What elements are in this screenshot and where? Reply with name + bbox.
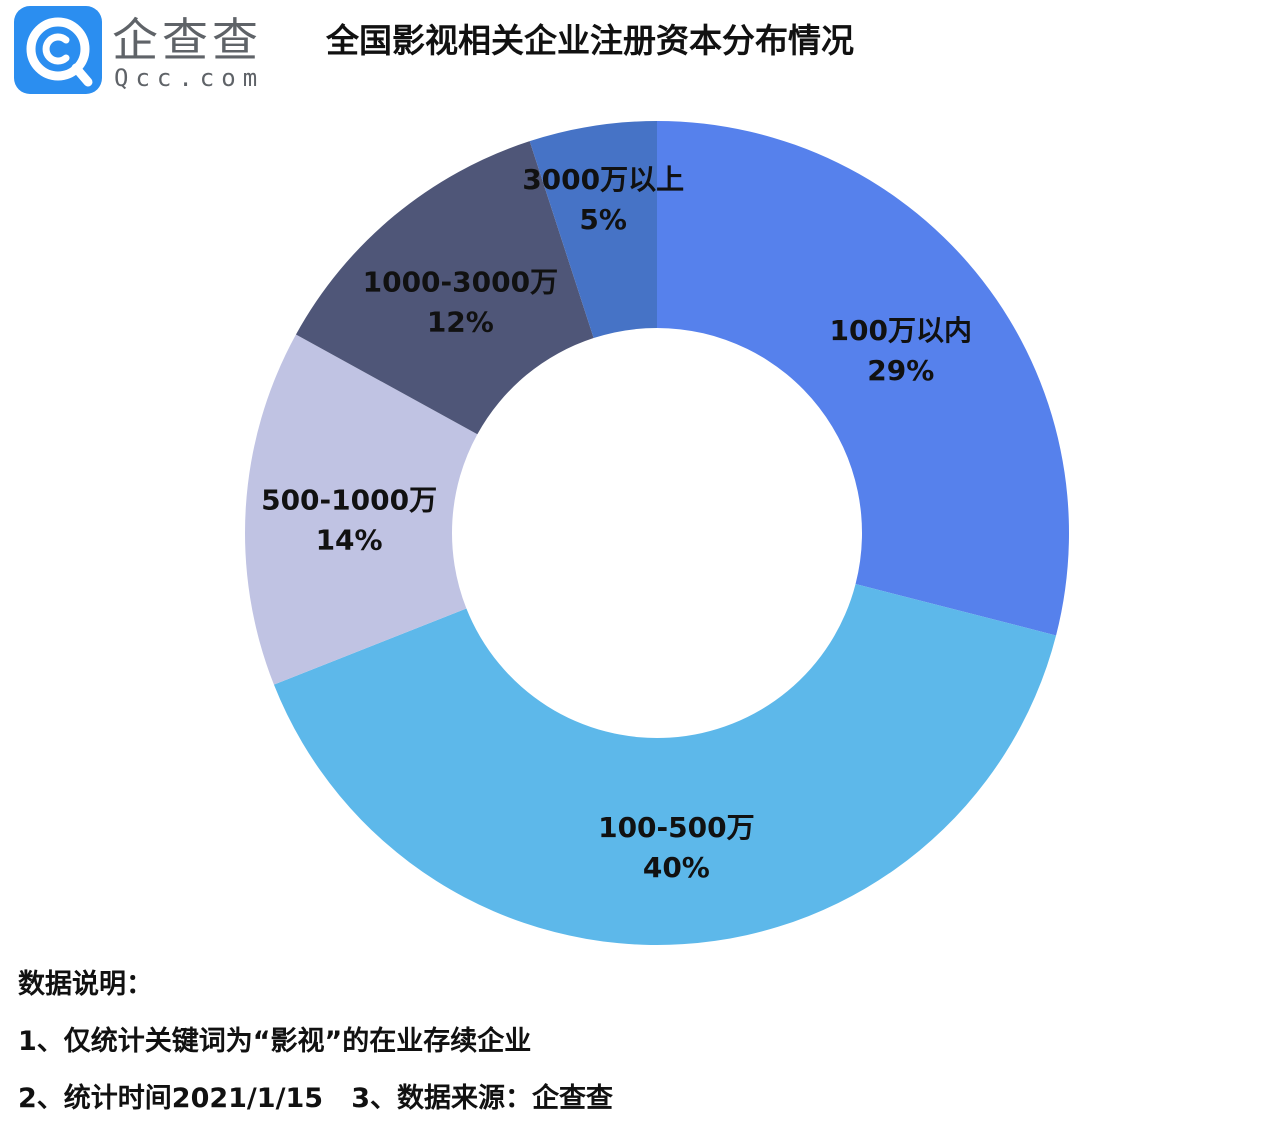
brand-domain: Qcc.com	[114, 64, 265, 92]
slice-label-1: 100万以内	[830, 314, 972, 347]
qcc-logo-icon	[14, 6, 102, 94]
pie-slice-1	[657, 121, 1069, 636]
slice-label-2: 100-500万	[598, 811, 755, 844]
slice-label-4: 1000-3000万	[363, 265, 558, 298]
notes-heading: 数据说明：	[18, 969, 153, 1000]
notes-line-2: 2、统计时间2021/1/15 3、数据来源：企查查	[18, 1083, 614, 1114]
pie-slice-4	[295, 141, 594, 435]
slice-percent-4: 12%	[427, 305, 494, 338]
slice-label-3: 500-1000万	[261, 484, 437, 517]
data-notes: 数据说明： 1、仅统计关键词为“影视”的在业存续企业 2、统计时间2021/1/…	[18, 956, 613, 1127]
chart-title: 全国影视相关企业注册资本分布情况	[326, 21, 854, 60]
slice-label-5: 3000万以上	[522, 163, 684, 196]
pie-slice-3	[245, 334, 478, 685]
slice-percent-3: 14%	[316, 524, 383, 557]
brand-name: 企查查	[112, 13, 262, 67]
slice-percent-1: 29%	[867, 354, 934, 387]
pie-slice-5	[529, 121, 657, 339]
slice-percent-5: 5%	[579, 203, 627, 236]
notes-line-1: 1、仅统计关键词为“影视”的在业存续企业	[18, 1026, 532, 1057]
pie-slice-2	[273, 583, 1057, 945]
slice-percent-2: 40%	[643, 851, 710, 884]
